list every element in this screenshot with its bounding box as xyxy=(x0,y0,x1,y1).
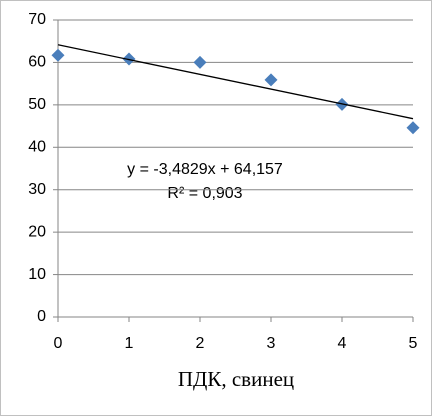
x-axis-title: ПДК, свинец xyxy=(178,367,294,391)
y-tick-label: 0 xyxy=(37,308,46,325)
y-tick-label: 70 xyxy=(28,11,46,28)
x-tick-label: 4 xyxy=(338,335,347,352)
trendline xyxy=(57,44,414,120)
y-tick-label: 60 xyxy=(28,54,46,71)
data-point xyxy=(264,73,278,87)
trend-r2: R² = 0,903 xyxy=(167,185,242,202)
x-tick-label: 0 xyxy=(54,335,63,352)
x-tick-label: 2 xyxy=(196,335,205,352)
data-point xyxy=(406,121,420,135)
y-tick-label: 50 xyxy=(28,96,46,113)
x-tick-label: 5 xyxy=(409,335,418,352)
y-tick-label: 30 xyxy=(28,181,46,198)
x-tick-label: 1 xyxy=(125,335,134,352)
y-tick-label: 40 xyxy=(28,139,46,156)
data-point xyxy=(193,55,207,69)
trend-equation: y = -3,4829x + 64,157 xyxy=(127,161,283,178)
data-point xyxy=(51,48,65,62)
x-tick-label: 3 xyxy=(267,335,276,352)
y-tick-label: 10 xyxy=(28,266,46,283)
y-tick-label: 20 xyxy=(28,223,46,240)
